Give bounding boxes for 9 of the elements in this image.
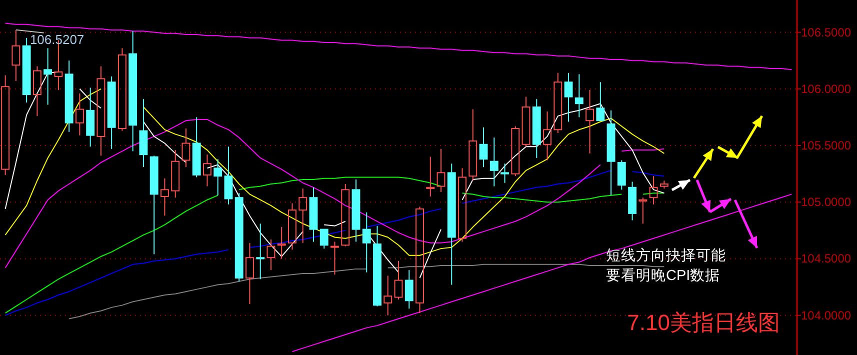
y-tick-label: 104.0000 xyxy=(801,308,852,322)
annotation: 短线方向抉择可能要看明晚CPI数据 xyxy=(606,247,726,284)
y-tick-label: 105.0000 xyxy=(801,195,852,210)
annotation: 106.5207 xyxy=(30,32,84,47)
y-tick-label: 106.5000 xyxy=(801,25,852,40)
y-tick-label: 104.5000 xyxy=(801,252,852,266)
y-tick-label: 105.5000 xyxy=(801,138,852,153)
y-tick-label: 106.0000 xyxy=(801,82,852,96)
text: 7.10美指日线图 xyxy=(627,310,780,335)
